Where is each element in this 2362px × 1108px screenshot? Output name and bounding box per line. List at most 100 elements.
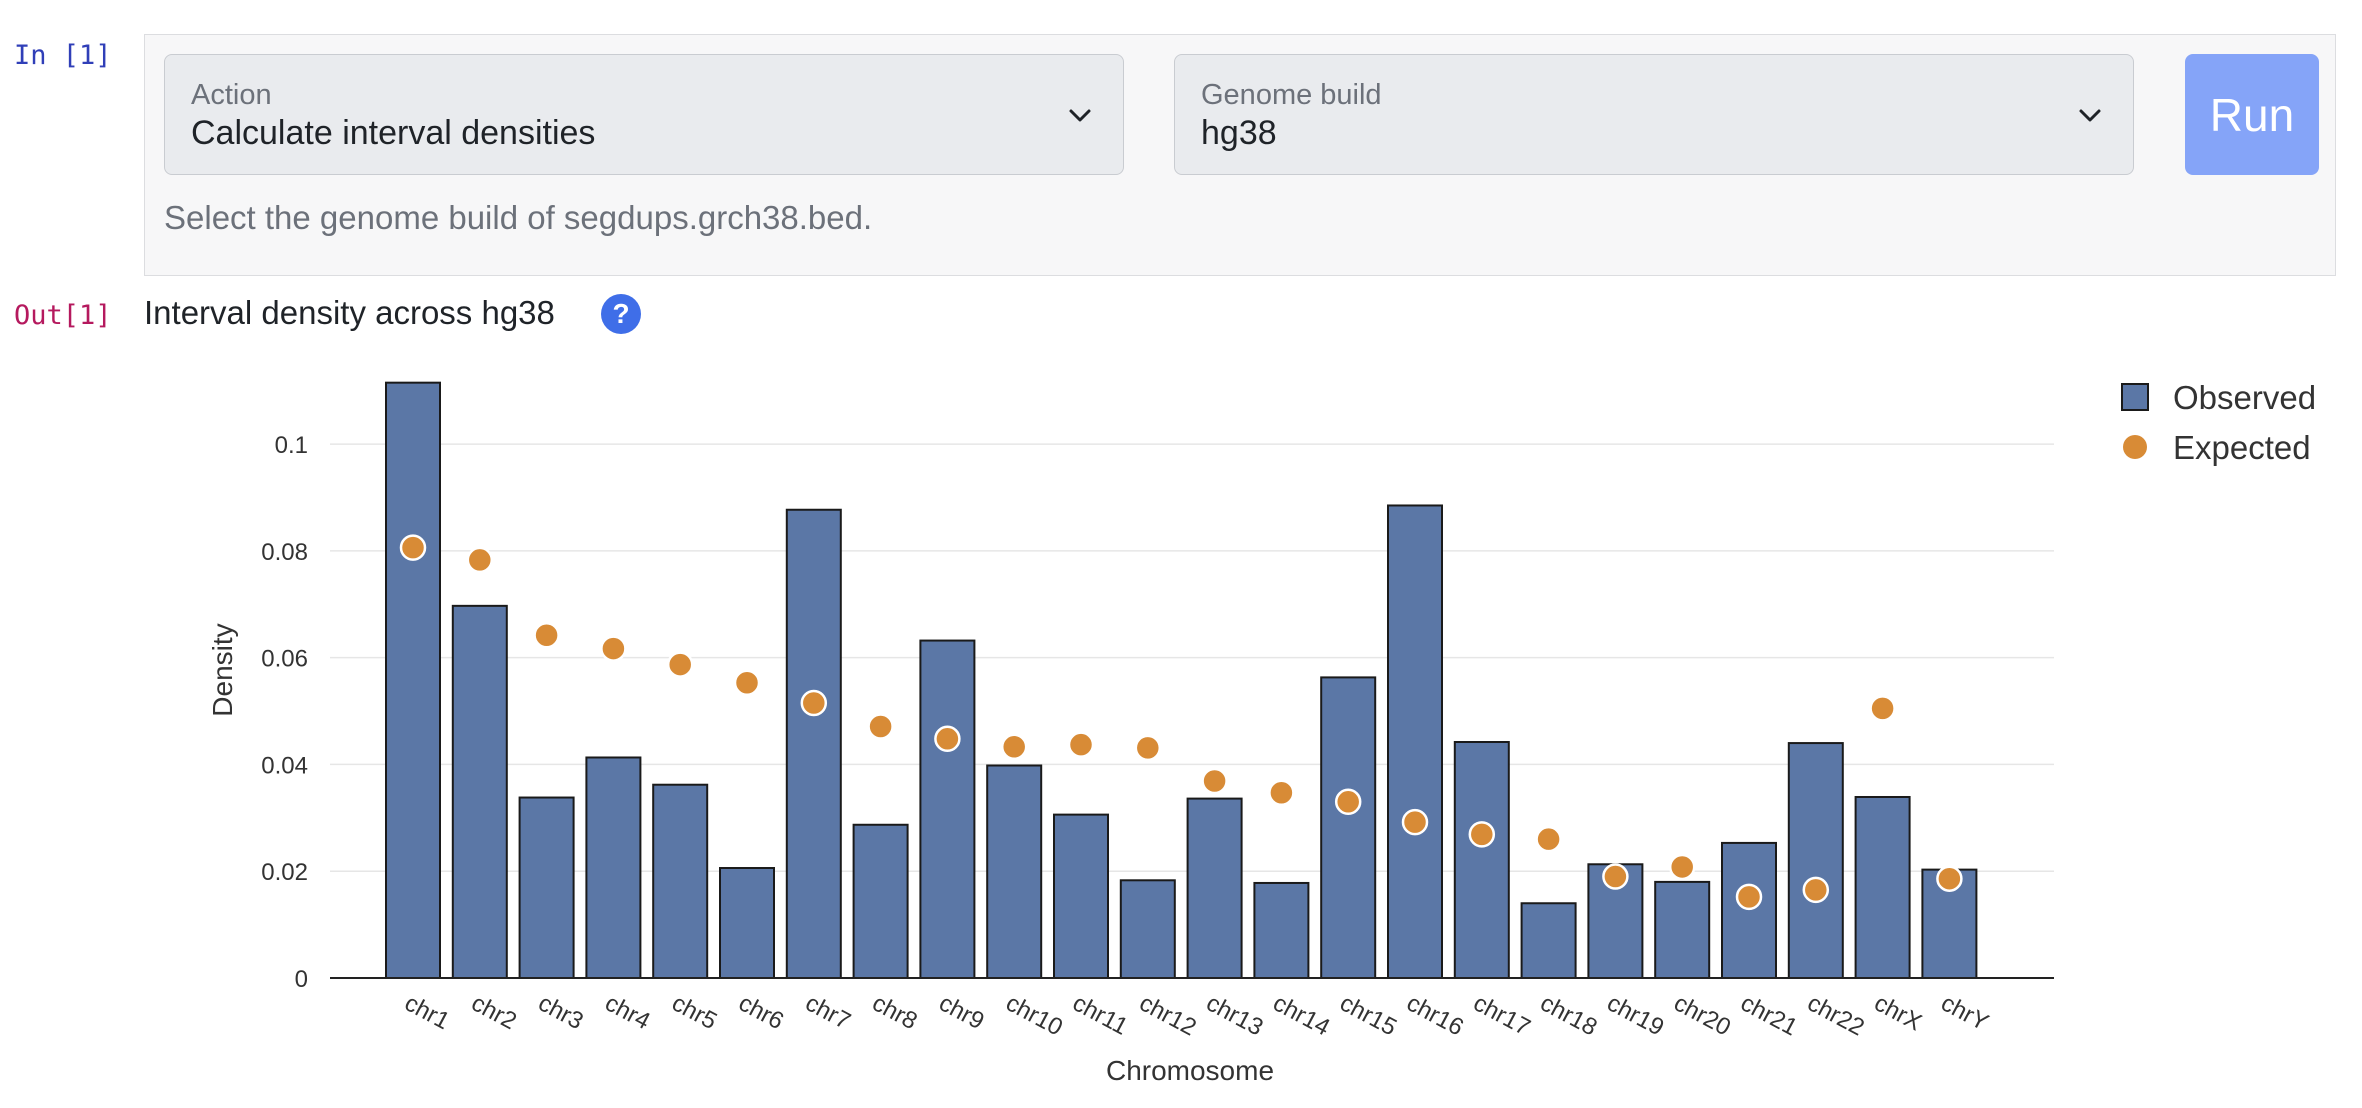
- observed-bar-chr17: [1453, 741, 1510, 979]
- expected-point-chr2: [466, 546, 494, 574]
- y-tick-label: 0.1: [275, 432, 308, 459]
- output-prompt: Out[1]: [14, 300, 112, 331]
- expected-point-chr14: [1268, 779, 1295, 806]
- y-tick-label: 0.02: [261, 859, 308, 886]
- y-tick-label: 0.06: [261, 646, 308, 673]
- x-tick-label: chr9: [935, 989, 989, 1035]
- observed-bar-chr18: [1520, 902, 1577, 979]
- observed-bar-chr13: [1186, 797, 1243, 979]
- x-tick-label: chr1: [400, 989, 454, 1035]
- observed-bar-chr12: [1119, 879, 1176, 980]
- x-tick-label: chr2: [467, 989, 521, 1035]
- genome-build-select-value: hg38: [1201, 114, 1277, 152]
- legend-observed-swatch: [2121, 383, 2149, 411]
- observed-bar-chr8: [852, 823, 909, 980]
- expected-point-chrY: [1936, 865, 1963, 892]
- x-tick-label: chr4: [601, 989, 655, 1035]
- x-tick-label: chr19: [1603, 989, 1669, 1041]
- chevron-down-icon: [2079, 109, 2101, 122]
- observed-bar-chr15: [1320, 676, 1377, 979]
- x-tick-label: chr3: [534, 989, 588, 1035]
- x-tick-label: chr17: [1469, 989, 1535, 1041]
- legend-expected-label: Expected: [2173, 429, 2311, 466]
- genome-build-select-label: Genome build: [1201, 79, 1382, 111]
- input-prompt: In [1]: [14, 40, 112, 71]
- observed-bar-chr2: [451, 604, 508, 979]
- x-tick-label: chrY: [1937, 989, 1993, 1036]
- observed-bar-chr6: [719, 867, 775, 980]
- observed-bar-chr16: [1387, 504, 1443, 980]
- expected-point-chr6: [733, 669, 761, 696]
- x-tick-label: chr16: [1402, 989, 1468, 1041]
- y-axis-title: Density: [207, 623, 238, 716]
- chevron-down-icon: [1069, 109, 1091, 122]
- observed-bar-chr10: [986, 764, 1043, 979]
- chart-legend: Observed Expected: [2121, 379, 2316, 466]
- observed-bar-chr20: [1654, 880, 1711, 980]
- input-cell: Action Calculate interval densities Geno…: [144, 34, 2336, 276]
- expected-point-chr13: [1201, 767, 1228, 795]
- observed-bar-chr1: [385, 381, 441, 980]
- x-tick-label: chr10: [1001, 989, 1067, 1041]
- observed-bar-chr7: [785, 508, 842, 980]
- genome-build-select[interactable]: Genome build hg38: [1174, 54, 2134, 175]
- x-tick-label: chr18: [1536, 989, 1602, 1041]
- observed-bar-chr9: [919, 639, 976, 979]
- observed-bar-chr4: [585, 756, 642, 979]
- genome-build-help-text: Select the genome build of segdups.grch3…: [164, 199, 873, 236]
- expected-point-chr19: [1602, 863, 1629, 890]
- observed-bar-chr3: [518, 796, 575, 979]
- observed-bars: [385, 381, 1978, 980]
- x-tick-label: chr15: [1335, 989, 1401, 1041]
- x-tick-label: chr6: [734, 989, 788, 1035]
- observed-bar-chr22: [1787, 742, 1844, 980]
- expected-point-chr4: [600, 635, 627, 662]
- run-button[interactable]: Run: [2185, 54, 2319, 175]
- x-tick-label: chr7: [801, 989, 855, 1035]
- expected-point-chr18: [1535, 825, 1562, 853]
- density-chart: 0 0.02 0.04 0.06 0.08 0.1 chr1 chr2 chr3 chr4 chr5…: [207, 379, 2316, 1086]
- x-axis-title: Chromosome: [1106, 1055, 1274, 1086]
- expected-point-chr8: [867, 713, 894, 740]
- expected-point-chr16: [1401, 808, 1429, 836]
- x-tick-label: chr14: [1269, 989, 1335, 1041]
- expected-point-chr1: [399, 534, 427, 561]
- x-tick-label: chr8: [868, 989, 922, 1035]
- legend-observed-label: Observed: [2173, 379, 2316, 416]
- expected-point-chr17: [1468, 821, 1496, 848]
- expected-point-chr5: [666, 651, 694, 678]
- x-tick-label: chr13: [1202, 989, 1268, 1041]
- x-tick-label: chrX: [1870, 989, 1926, 1036]
- expected-point-chr7: [800, 689, 828, 717]
- expected-point-chr15: [1334, 788, 1362, 816]
- action-select[interactable]: Action Calculate interval densities: [164, 54, 1124, 175]
- expected-point-chr22: [1802, 876, 1830, 904]
- observed-bar-chr21: [1721, 841, 1777, 979]
- expected-point-chrX: [1869, 695, 1896, 722]
- observed-bar-chr14: [1253, 881, 1310, 979]
- expected-point-chr20: [1668, 853, 1696, 881]
- expected-points: [399, 534, 1963, 911]
- legend-expected-swatch: [2123, 435, 2147, 459]
- y-tick-label: 0.08: [261, 539, 308, 566]
- observed-bar-chr11: [1053, 813, 1109, 979]
- action-select-label: Action: [191, 79, 272, 111]
- x-tick-label: chr12: [1135, 989, 1201, 1041]
- expected-point-chr10: [1000, 733, 1028, 761]
- observed-bar-chr5: [652, 783, 709, 980]
- expected-point-chr21: [1735, 883, 1763, 911]
- expected-point-chr12: [1134, 734, 1162, 762]
- x-tick-label: chr5: [667, 989, 721, 1035]
- output-title: Interval density across hg38: [144, 294, 555, 331]
- y-tick-label: 0.04: [261, 752, 308, 779]
- help-icon[interactable]: ?: [601, 294, 641, 334]
- observed-bar-chrX: [1854, 795, 1911, 979]
- x-tick-label: chr22: [1803, 989, 1869, 1041]
- expected-point-chr3: [533, 621, 560, 649]
- x-tick-label: chr20: [1669, 989, 1735, 1041]
- action-select-value: Calculate interval densities: [191, 114, 596, 152]
- x-tick-label: chr11: [1068, 989, 1132, 1040]
- y-tick-label: 0: [295, 966, 308, 993]
- expected-point-chr11: [1067, 731, 1095, 758]
- x-tick-label: chr21: [1736, 989, 1802, 1041]
